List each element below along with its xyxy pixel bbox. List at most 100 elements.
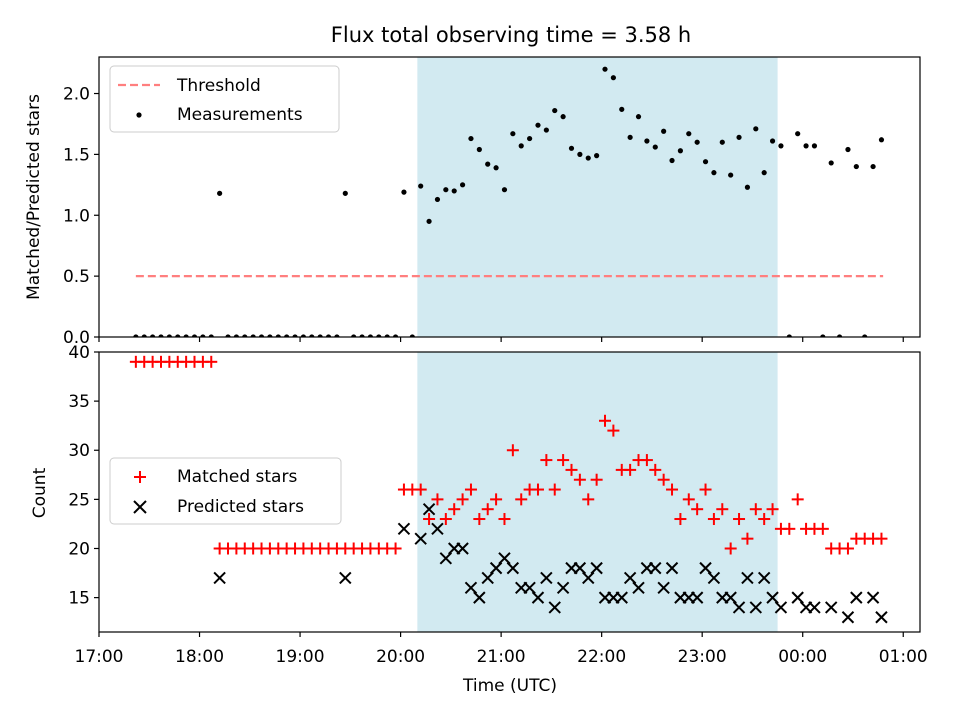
top-measurements-point [577, 151, 583, 157]
measurements-legend-label: Measurements [177, 105, 303, 125]
top-measurements-point [728, 172, 734, 178]
bottom-shaded-region [417, 352, 778, 632]
top-y-tick-label: 1.5 [63, 145, 90, 165]
bottom-matched-stars-point [573, 473, 586, 486]
bottom-predicted-stars-point [523, 581, 536, 594]
top-measurements-point [845, 146, 851, 153]
top-measurements-point [644, 138, 650, 144]
bottom-matched-stars-point [548, 483, 561, 496]
top-measurements-point [602, 66, 608, 72]
bottom-matched-stars-point [699, 483, 712, 496]
bottom-matched-stars-point [875, 532, 888, 545]
top-measurements-point [325, 334, 332, 337]
top-measurements-point [862, 334, 868, 337]
bottom-matched-stars-point [716, 503, 729, 516]
bottom-predicted-stars-point [741, 571, 754, 585]
bottom-matched-stars-point [431, 493, 444, 506]
bottom-predicted-stars-point [464, 581, 478, 594]
bottom-predicted-stars-point [699, 561, 712, 575]
bottom-matched-stars-point [389, 542, 402, 555]
bottom-matched-stars-point [724, 542, 737, 555]
bottom-predicted-stars-point [481, 571, 494, 585]
bottom-matched-stars-point [456, 493, 469, 506]
top-measurements-point [300, 334, 307, 337]
top-measurements-point [669, 157, 675, 164]
top-measurements-point [820, 334, 826, 337]
bottom-matched-stars-point [766, 503, 779, 516]
top-measurements-point [342, 190, 348, 196]
measurements-legend-swatch [136, 112, 142, 118]
bottom-predicted-stars-point [665, 561, 679, 575]
top-measurements-point [560, 114, 566, 120]
top-measurements-point [284, 334, 290, 337]
top-measurements-point [585, 155, 591, 161]
top-measurements-point [392, 334, 399, 337]
top-measurements-point [225, 334, 231, 337]
top-measurements-point [518, 143, 524, 149]
bottom-predicted-stars-point [649, 561, 662, 575]
bottom-matched-stars-point [783, 522, 796, 535]
top-measurements-point [652, 144, 658, 150]
top-measurements-point [568, 145, 575, 151]
top-measurements-point [736, 134, 742, 140]
bottom-y-tick-label: 15 [68, 589, 90, 609]
bottom-matched-stars-point [498, 513, 511, 526]
bottom-predicted-stars-point [573, 561, 587, 575]
top-measurements-point [150, 334, 156, 337]
bottom-predicted-stars-point [774, 601, 788, 614]
bottom-predicted-stars-point [548, 601, 561, 614]
bottom-matched-stars-point [439, 513, 452, 526]
bottom-predicted-stars-point [498, 552, 511, 565]
bottom-predicted-stars-point [489, 561, 503, 575]
bottom-y-tick-label: 30 [68, 441, 90, 461]
bottom-predicted-stars-point [724, 591, 737, 604]
top-measurements-point [250, 334, 256, 337]
top-measurements-point [317, 334, 323, 337]
top-measurements-point [233, 334, 239, 337]
bottom-y-tick-label: 20 [68, 539, 90, 559]
top-panel: 0.0 0.5 1.0 1.5 2.0 [63, 56, 921, 348]
top-measurements-point [191, 334, 198, 337]
top-measurements-point [744, 184, 751, 190]
top-measurements-point [627, 134, 633, 140]
bottom-matched-stars-point [607, 424, 620, 437]
top-y-tick-label: 0.5 [63, 267, 90, 287]
bottom-predicted-stars-point [582, 571, 595, 585]
bottom-matched-stars-point [691, 503, 704, 516]
bottom-predicted-stars-point [506, 561, 520, 575]
bottom-matched-stars-point [540, 454, 553, 467]
top-measurements-point [870, 163, 876, 170]
bottom-predicted-stars-point [824, 601, 838, 614]
bottom-predicted-stars-point [690, 591, 704, 604]
top-measurements-point [635, 114, 642, 120]
bottom-predicted-stars-point [732, 601, 746, 614]
top-measurements-point [610, 75, 616, 81]
bottom-matched-stars-point [674, 513, 687, 526]
bottom-matched-stars-point [741, 532, 754, 545]
top-measurements-point [183, 334, 189, 337]
bottom-matched-stars-point [481, 503, 494, 516]
top-y-tick-label: 1.0 [63, 206, 90, 226]
bottom-x-tick-label: 18:00 [175, 647, 224, 667]
top-measurements-point [811, 143, 818, 149]
bottom-matched-stars-point [515, 493, 528, 506]
bottom-x-tick-label: 20:00 [376, 647, 425, 667]
bottom-matched-stars-point [749, 503, 762, 516]
top-measurements-point [166, 334, 172, 337]
bottom-matched-stars-point [640, 454, 653, 467]
top-measurements-point [485, 161, 491, 167]
bottom-matched-stars-point [682, 493, 695, 506]
bottom-matched-stars-point [733, 513, 746, 526]
bottom-predicted-stars-point [850, 591, 863, 604]
bottom-x-tick-label: 19:00 [276, 647, 325, 667]
bottom-matched-stars-point [624, 463, 637, 476]
bottom-y-tick-label: 25 [68, 490, 90, 510]
bottom-matched-stars-point [707, 513, 720, 526]
top-measurements-point [661, 128, 667, 134]
top-measurements-point [594, 153, 600, 159]
top-measurements-point [451, 188, 457, 194]
bottom-matched-stars-point [423, 513, 436, 526]
top-measurements-point [552, 107, 558, 114]
top-measurements-point [836, 334, 843, 337]
top-measurements-point [334, 334, 340, 337]
